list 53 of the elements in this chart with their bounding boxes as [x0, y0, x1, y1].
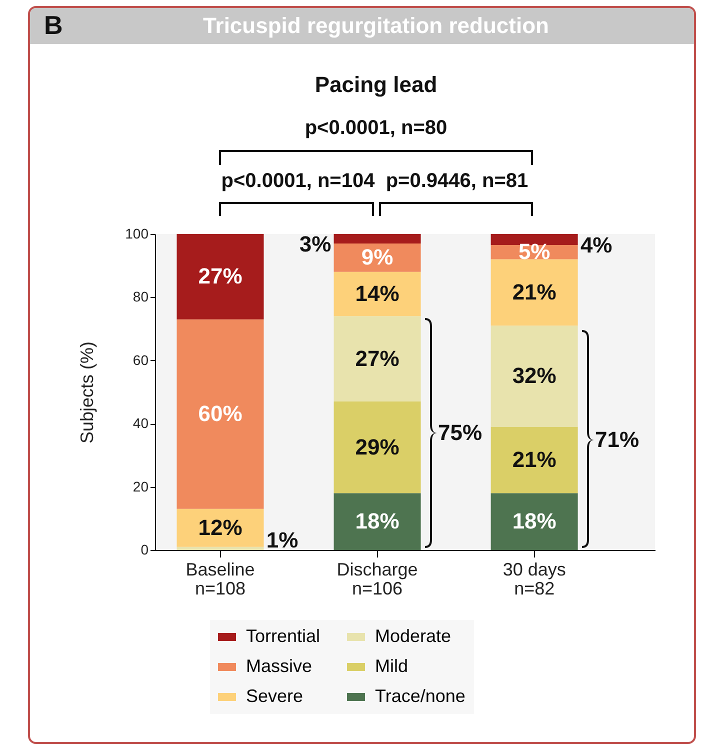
chart-subtitle: Pacing lead [314, 72, 438, 98]
bar [490, 234, 578, 246]
y-tick-label: 0 [140, 542, 149, 558]
legend-label: Trace/none [375, 686, 466, 706]
x-tick-label: Discharge n=106 [336, 560, 418, 598]
legend-label: Moderate [375, 626, 452, 646]
data-label: 14% [355, 281, 400, 306]
annotation: 75% [438, 420, 482, 446]
text: B [44, 10, 63, 41]
bar [334, 272, 421, 316]
bar [490, 493, 578, 550]
data-label: 21% [512, 279, 556, 304]
y-tick-label: 80 [132, 288, 149, 305]
legend-label: Massive [246, 656, 312, 676]
data-label: 18% [355, 508, 400, 534]
y-tick-label: 100 [125, 226, 149, 242]
data-label: 29% [355, 434, 400, 460]
bar [176, 319, 264, 509]
legend-label: Mild [375, 656, 408, 676]
data-label: 27% [198, 264, 242, 289]
data-label: 32% [512, 363, 556, 388]
annotation: 71% [595, 427, 640, 453]
bar [334, 316, 421, 402]
bar [176, 546, 264, 550]
data-label: 5% [518, 239, 550, 264]
bar [334, 401, 421, 494]
data-label: 12% [198, 514, 242, 540]
data-label: 3% [299, 232, 332, 257]
data-label: 21% [512, 446, 556, 472]
bar [334, 493, 421, 550]
legend-label: Severe [246, 686, 304, 706]
bar [334, 234, 421, 244]
bar [176, 508, 264, 547]
bar [490, 426, 578, 494]
data-label: 60% [198, 401, 242, 426]
bar [490, 259, 578, 326]
y-tick-label: 60 [132, 352, 149, 368]
text: p=0.9446, n=81 [386, 170, 528, 192]
text: p<0.0001, n=80 [304, 117, 448, 140]
bar [490, 326, 578, 427]
text: p<0.0001, n=104 [221, 170, 375, 192]
y-axis-title: Subjects (%) [77, 341, 98, 444]
x-tick-label: Baseline n=108 [186, 560, 255, 598]
data-label: 9% [361, 244, 394, 270]
data-label: 18% [512, 508, 556, 534]
legend-label: Torrential [246, 626, 320, 646]
y-tick-label: 40 [132, 415, 149, 432]
bar [176, 234, 264, 320]
data-label: 1% [266, 527, 298, 552]
data-label: 27% [355, 346, 400, 371]
y-tick-label: 20 [132, 478, 149, 494]
x-tick-label: 30 days n=82 [502, 560, 566, 598]
data-label: 4% [580, 232, 612, 258]
